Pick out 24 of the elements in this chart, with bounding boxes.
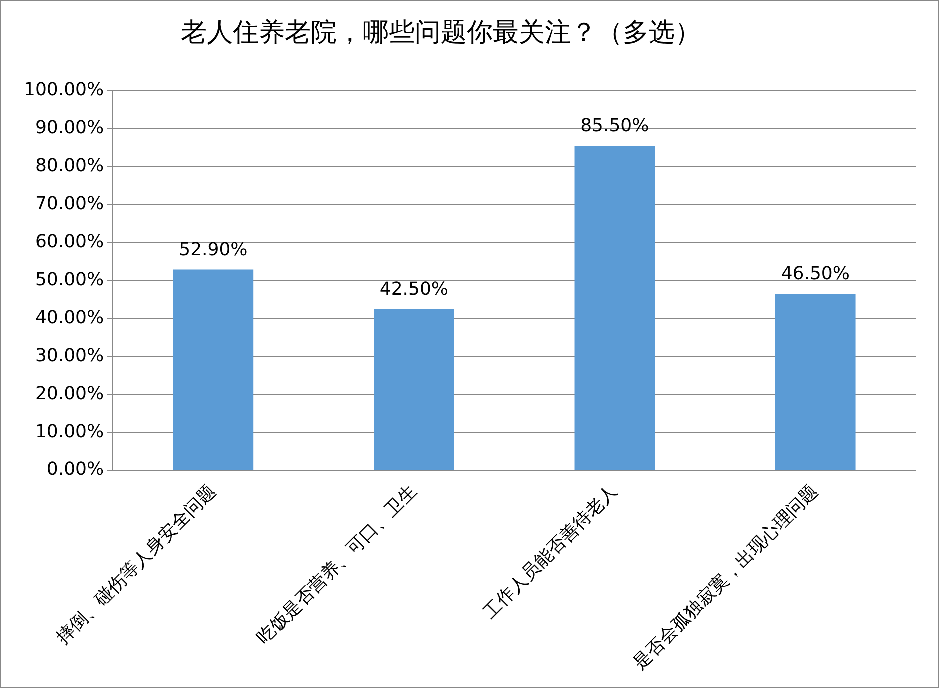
- y-tick-label: 0.00%: [46, 459, 104, 480]
- y-tick-label: 30.00%: [35, 345, 104, 366]
- y-tick-label: 20.00%: [35, 383, 104, 404]
- x-tick-label: 摔倒、碰伤等人身安全问题: [52, 481, 220, 649]
- y-tick-label: 10.00%: [35, 421, 104, 442]
- y-tick-label: 50.00%: [35, 269, 104, 290]
- data-label: 42.50%: [380, 278, 448, 300]
- y-tick-label: 100.00%: [24, 80, 104, 101]
- data-label: 52.90%: [179, 239, 248, 260]
- y-tick-label: 60.00%: [35, 231, 104, 252]
- y-tick-label: 90.00%: [35, 118, 104, 139]
- data-label: 46.50%: [781, 264, 850, 285]
- bar: [374, 309, 454, 470]
- x-tick-label: 吃饭是否营养、可口、卫生: [253, 481, 422, 649]
- x-tick-label: 是否会孤独寂寞，出现心理问题: [629, 481, 822, 674]
- y-tick-label: 40.00%: [35, 307, 104, 328]
- y-tick-label: 70.00%: [35, 194, 104, 215]
- bar: [574, 146, 656, 470]
- chart-title: 老人住养老院，哪些问题你最关注？（多选）: [180, 17, 702, 50]
- y-tick-label: 80.00%: [35, 156, 104, 177]
- x-tick-label: 工作人员能否善待老人: [480, 481, 622, 624]
- data-label: 85.50%: [580, 116, 650, 137]
- bar: [173, 270, 254, 470]
- bar: [775, 294, 856, 470]
